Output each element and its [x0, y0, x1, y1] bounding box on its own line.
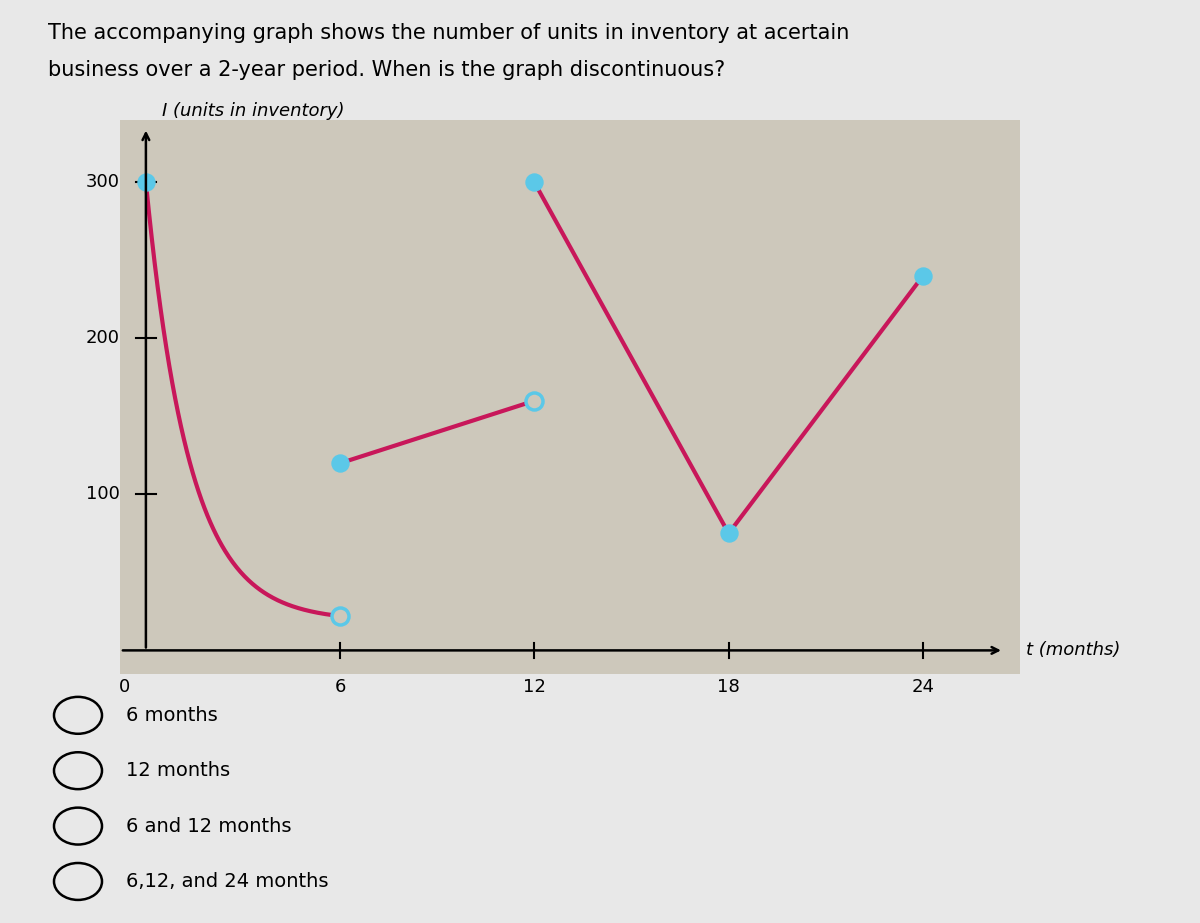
- Text: 0: 0: [119, 678, 130, 697]
- Point: [719, 526, 738, 541]
- Point: [913, 269, 932, 283]
- Text: 6,12, and 24 months: 6,12, and 24 months: [126, 872, 329, 891]
- Point: [330, 608, 349, 623]
- Text: 6 and 12 months: 6 and 12 months: [126, 817, 292, 835]
- Point: [330, 456, 349, 471]
- Text: 24: 24: [911, 678, 935, 697]
- Text: 200: 200: [86, 330, 120, 347]
- Text: The accompanying graph shows the number of units in inventory at acertain: The accompanying graph shows the number …: [48, 23, 850, 43]
- Text: 18: 18: [718, 678, 740, 697]
- Text: 100: 100: [86, 485, 120, 503]
- Text: 12: 12: [523, 678, 546, 697]
- Text: business over a 2-year period. When is the graph discontinuous?: business over a 2-year period. When is t…: [48, 60, 725, 80]
- Point: [524, 393, 544, 408]
- Text: 300: 300: [86, 174, 120, 191]
- Text: 12 months: 12 months: [126, 761, 230, 780]
- Point: [524, 175, 544, 190]
- Text: 6: 6: [335, 678, 346, 697]
- Text: 6 months: 6 months: [126, 706, 217, 725]
- Point: [137, 175, 156, 190]
- Text: I (units in inventory): I (units in inventory): [162, 102, 344, 120]
- Text: t (months): t (months): [1026, 641, 1121, 659]
